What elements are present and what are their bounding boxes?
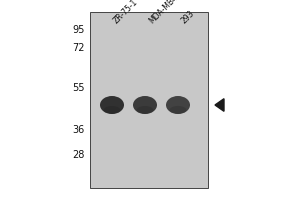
Ellipse shape [136,106,153,114]
Bar [90,12,208,188]
Text: 293: 293 [180,8,196,25]
Polygon shape [215,99,224,111]
Ellipse shape [103,106,120,114]
Ellipse shape [166,96,190,114]
Text: 55: 55 [73,83,85,93]
Ellipse shape [133,96,157,114]
Text: 36: 36 [73,125,85,135]
Text: MDA-MB435: MDA-MB435 [147,0,186,25]
Ellipse shape [169,106,186,114]
Text: 28: 28 [73,150,85,160]
Text: ZR-75-1: ZR-75-1 [112,0,140,25]
Ellipse shape [100,96,124,114]
Text: 95: 95 [73,25,85,35]
Text: 72: 72 [73,43,85,53]
